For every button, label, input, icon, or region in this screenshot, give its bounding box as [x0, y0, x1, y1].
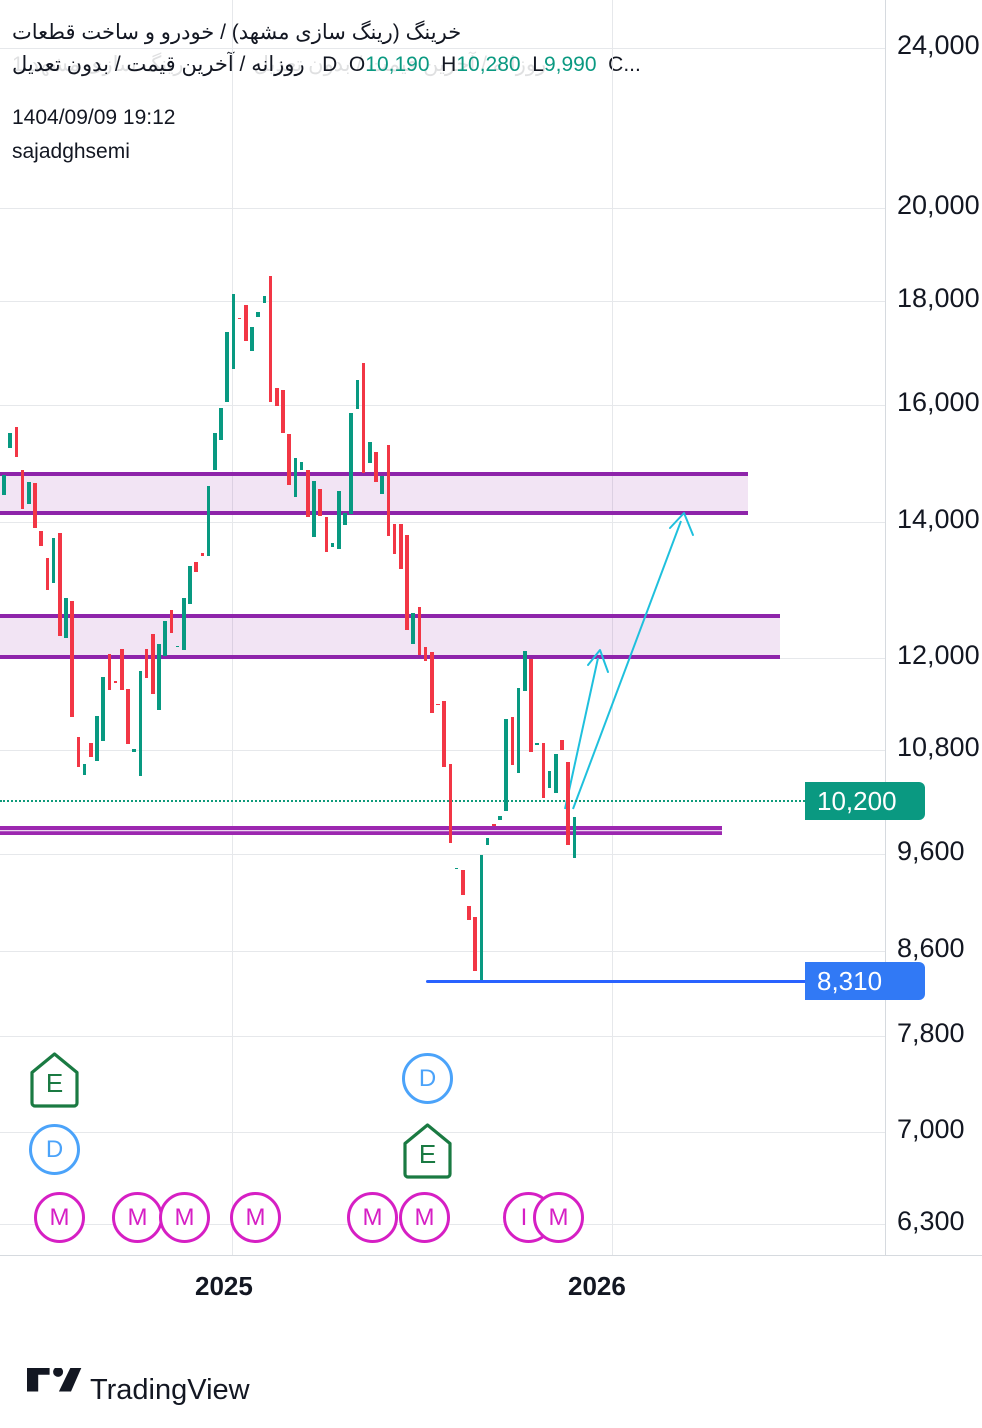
- svg-text:E: E: [46, 1068, 63, 1098]
- svg-text:E: E: [419, 1139, 436, 1169]
